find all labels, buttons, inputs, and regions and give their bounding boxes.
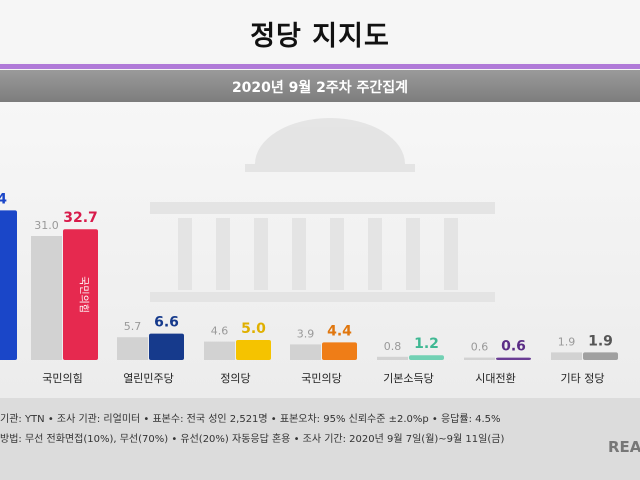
value-label-previous-5: 0.8 <box>384 340 402 353</box>
value-label-previous-2: 5.7 <box>124 320 142 333</box>
bar-current-2 <box>149 333 184 360</box>
value-label-current-7: 1.9 <box>588 333 613 349</box>
category-label-2: 열린민주당 <box>123 372 174 385</box>
survey-info-line-1: 기관: YTN • 조사 기관: 리얼미터 • 표본수: 전국 성인 2,521… <box>0 414 501 425</box>
bar-previous-7 <box>551 352 582 360</box>
bar-current-0 <box>0 210 17 360</box>
value-label-previous-7: 1.9 <box>558 335 576 348</box>
bar-current-1 <box>63 229 98 360</box>
category-label-1: 국민의힘 <box>42 372 82 385</box>
page-title: 정당 지지도 <box>250 21 390 52</box>
value-label-current-5: 1.2 <box>414 336 439 352</box>
bar-previous-5 <box>377 356 408 360</box>
value-label-current-0: .4 <box>0 191 7 207</box>
survey-info-line-2: 방법: 무선 전화면접(10%), 무선(70%) • 유선(20%) 자동응답… <box>0 434 505 445</box>
chart-subtitle: 2020년 9월 2주차 주간집계 <box>231 80 409 96</box>
category-label-4: 국민의당 <box>301 372 341 385</box>
assembly-building-watermark <box>150 118 495 302</box>
value-label-current-3: 5.0 <box>241 321 266 337</box>
value-label-previous-3: 4.6 <box>211 325 229 338</box>
category-label-7: 기타 정당 <box>561 372 605 385</box>
value-label-current-6: 0.6 <box>501 339 526 355</box>
bar-current-7 <box>583 352 618 360</box>
bar-current-4 <box>322 342 357 360</box>
value-label-previous-6: 0.6 <box>471 341 489 354</box>
value-label-current-4: 4.4 <box>327 323 352 339</box>
brand-watermark: REA <box>608 438 640 456</box>
category-label-6: 시대전환 <box>475 372 515 385</box>
bar-chart: .4당31.0국민의힘32.7국민의힘5.76.6열린민주당4.65.0정의당3… <box>0 118 618 385</box>
bar-current-5 <box>409 355 444 360</box>
survey-info-footer: 기관: YTN • 조사 기관: 리얼미터 • 표본수: 전국 성인 2,521… <box>0 398 640 480</box>
value-label-previous-4: 3.9 <box>297 327 315 340</box>
bar-previous-6 <box>464 357 495 360</box>
title-bar <box>0 0 640 62</box>
title-divider <box>0 64 640 69</box>
bar-previous-4 <box>290 344 321 360</box>
bar-current-3 <box>236 340 271 360</box>
bar-current-6 <box>496 357 531 360</box>
value-label-current-1: 32.7 <box>63 210 98 226</box>
category-label-5: 기본소득당 <box>383 372 434 385</box>
party-logo-1: 국민의힘 <box>78 276 90 313</box>
bar-previous-3 <box>204 341 235 360</box>
category-label-3: 정의당 <box>220 372 250 385</box>
value-label-current-2: 6.6 <box>154 315 179 331</box>
bar-previous-2 <box>117 337 148 360</box>
subtitle-bar <box>0 70 640 102</box>
bar-previous-1 <box>31 236 62 360</box>
value-label-previous-1: 31.0 <box>34 219 59 232</box>
